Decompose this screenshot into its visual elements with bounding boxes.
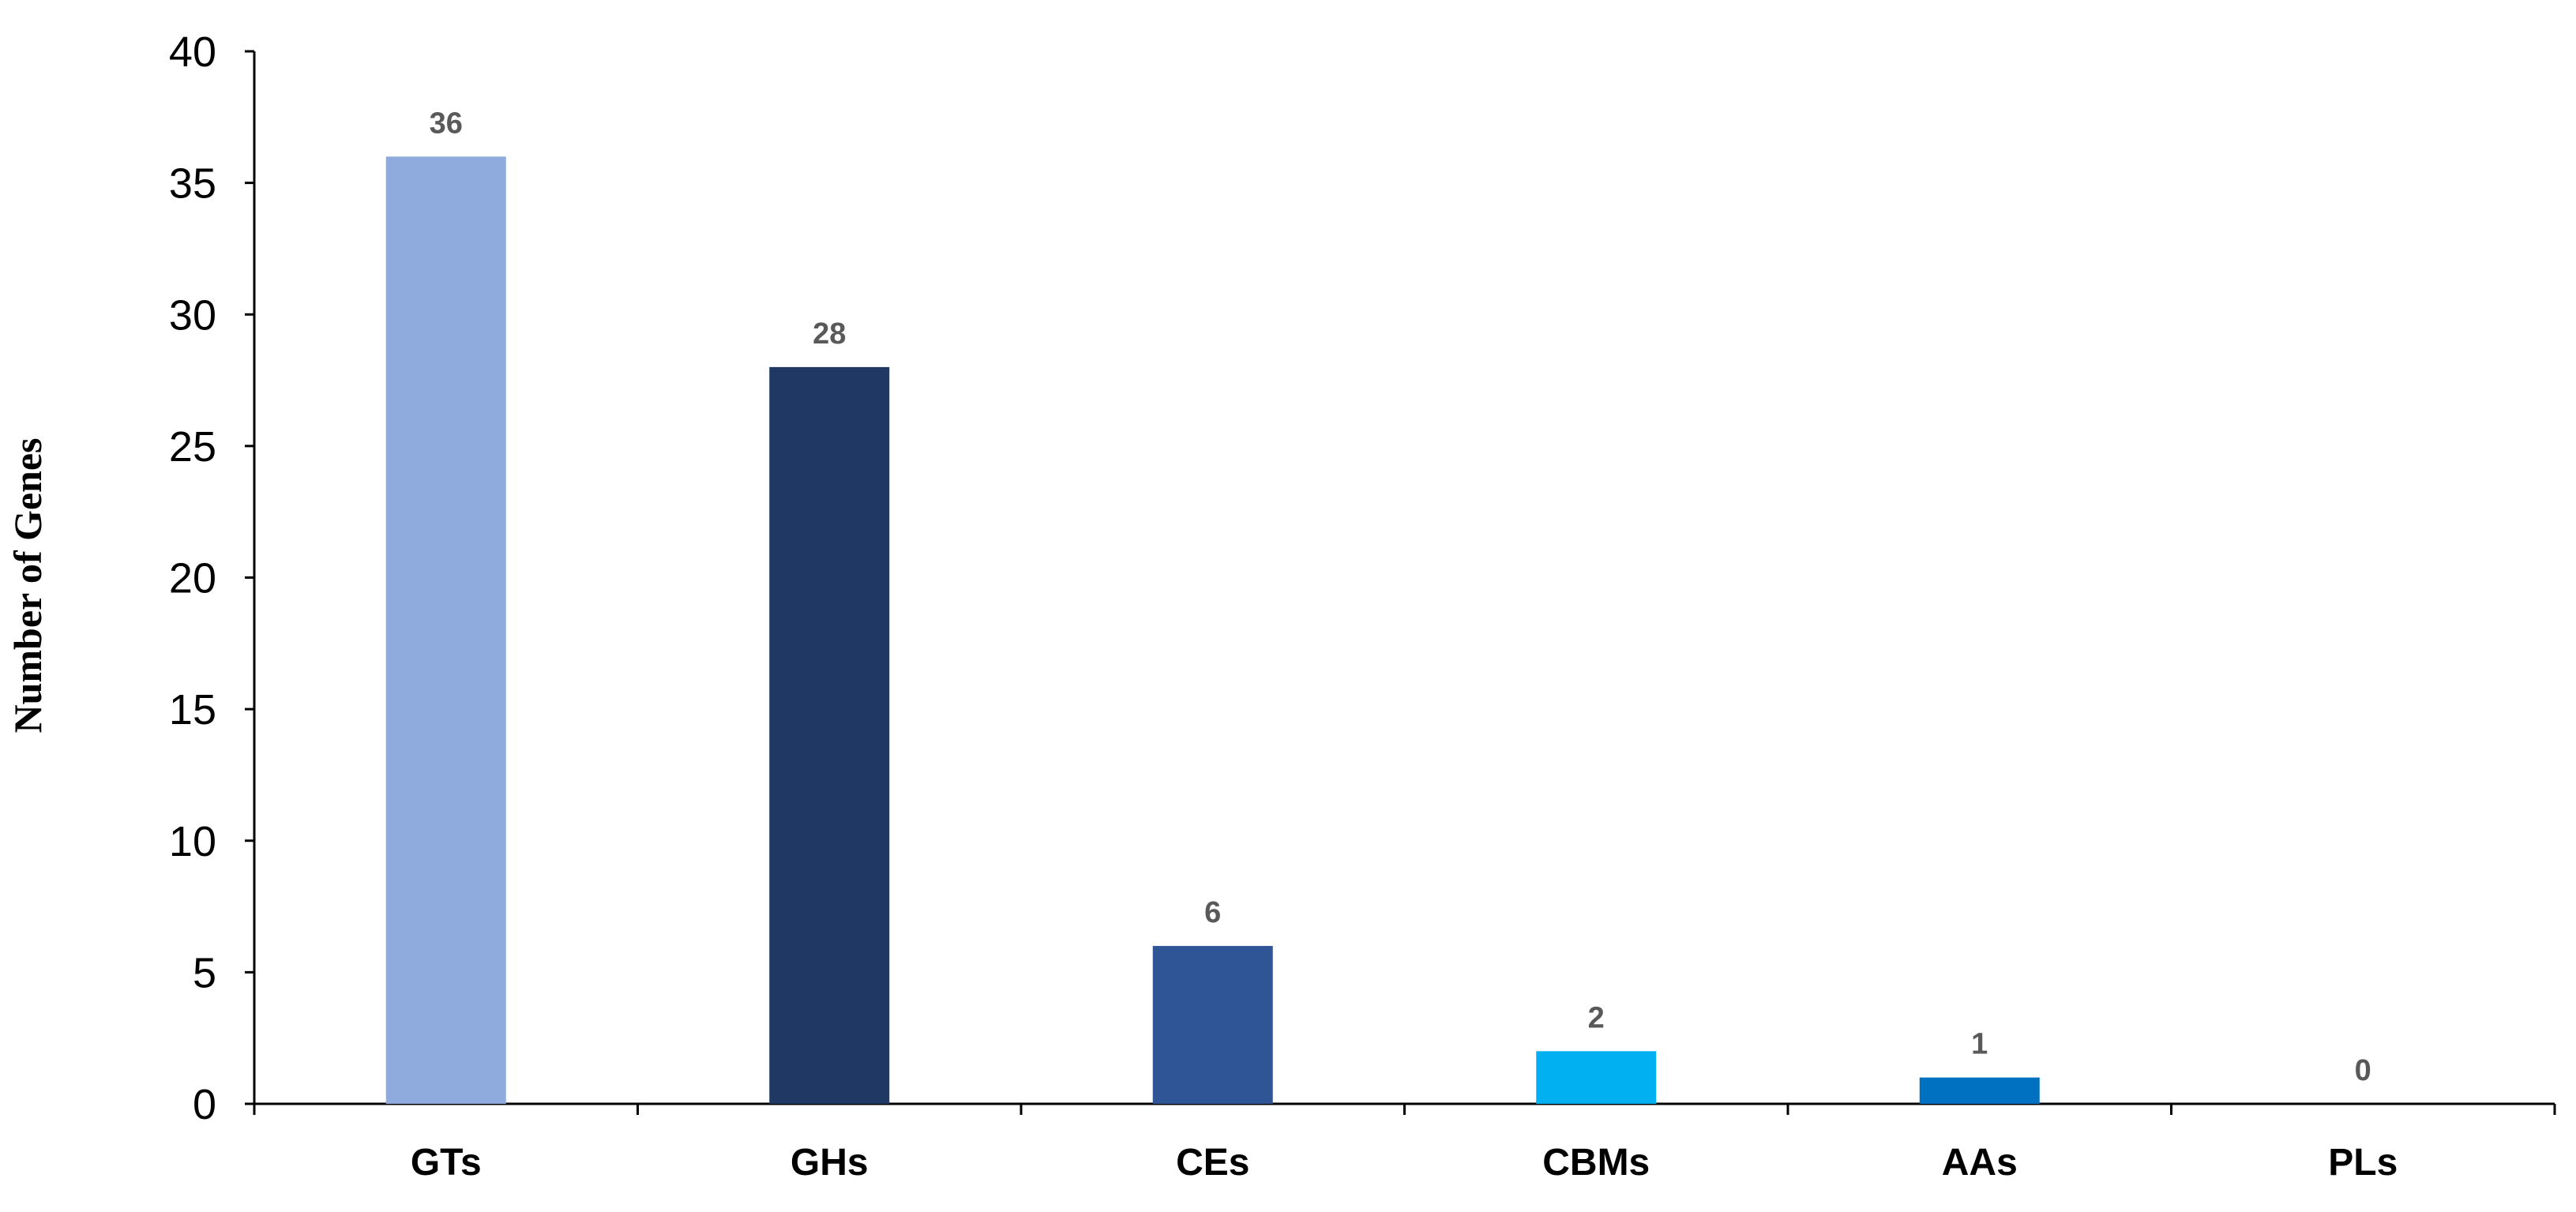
data-label: 1	[1971, 1028, 1988, 1061]
y-tick-label: 35	[169, 160, 216, 208]
data-label: 36	[430, 107, 463, 140]
y-tick-label: 25	[169, 423, 216, 471]
bars	[385, 156, 2040, 1104]
bar-ghs	[769, 366, 890, 1104]
y-tick-label: 10	[169, 818, 216, 865]
y-tick-label: 30	[169, 291, 216, 339]
x-tick-label: CBMs	[1542, 1142, 1650, 1184]
y-tick-label: 5	[193, 949, 216, 996]
data-label: 2	[1588, 1001, 1605, 1034]
x-tick-label: PLs	[2328, 1142, 2398, 1184]
x-axis: GTs GHs CEs CBMs AAs PLs	[253, 1102, 2556, 1184]
y-axis-label: Number of Genes	[6, 437, 50, 733]
bar-ces	[1152, 946, 1273, 1104]
x-tick-label: GHs	[790, 1142, 869, 1184]
x-tick-label: GTs	[411, 1142, 482, 1184]
data-label: 6	[1204, 896, 1221, 929]
y-axis: 0 5 10 15 20 25 30 35 40	[169, 28, 256, 1128]
bar-aas	[1919, 1077, 2040, 1104]
x-tick-label: CEs	[1176, 1142, 1249, 1184]
bar-gts	[385, 156, 506, 1104]
bar-cbms	[1536, 1051, 1657, 1104]
data-label: 0	[2355, 1054, 2371, 1087]
data-label: 28	[813, 317, 846, 351]
y-tick-label: 15	[169, 686, 216, 734]
x-tick-label: AAs	[1942, 1142, 2018, 1184]
y-tick-label: 20	[169, 555, 216, 602]
y-tick-label: 0	[193, 1081, 216, 1128]
data-labels: 36 28 6 2 1 0	[430, 107, 2371, 1087]
y-tick-label: 40	[169, 28, 216, 76]
